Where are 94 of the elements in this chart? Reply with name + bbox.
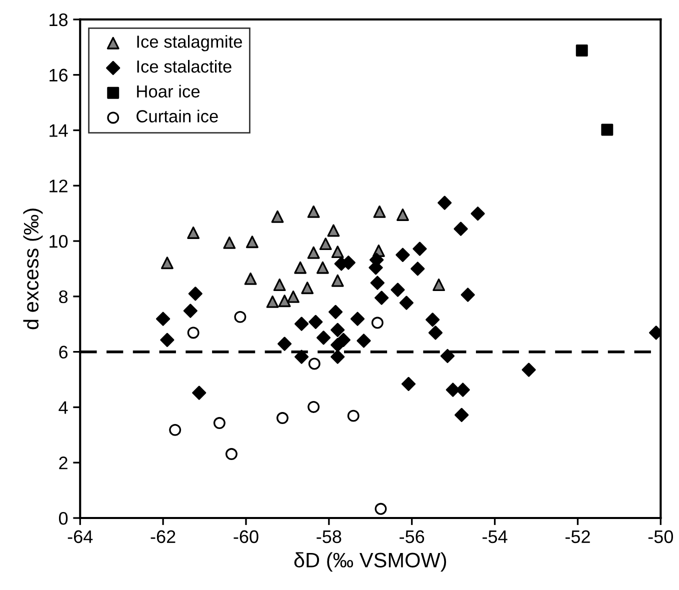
point bbox=[308, 314, 323, 329]
point bbox=[374, 290, 389, 305]
point bbox=[188, 286, 202, 301]
y-tick-label: 6 bbox=[59, 346, 68, 359]
y-tick-label: 10 bbox=[50, 234, 68, 248]
x-tick-label: -52 bbox=[565, 530, 590, 544]
point bbox=[287, 290, 300, 303]
x-tick-label: -62 bbox=[150, 530, 176, 544]
point bbox=[316, 261, 329, 274]
y-tick-label: 8 bbox=[59, 290, 68, 304]
point bbox=[446, 382, 460, 397]
point bbox=[327, 224, 340, 237]
x-tick-label: -56 bbox=[400, 530, 424, 544]
point bbox=[412, 242, 427, 256]
point bbox=[396, 208, 409, 221]
point bbox=[223, 236, 236, 249]
legend-label: Curtain ice bbox=[136, 110, 218, 122]
y-tick-label: 2 bbox=[59, 456, 68, 470]
point bbox=[271, 210, 284, 223]
point bbox=[371, 316, 384, 329]
point bbox=[308, 358, 320, 370]
point bbox=[307, 205, 320, 218]
point bbox=[390, 282, 405, 297]
x-tick-label: -50 bbox=[648, 530, 674, 544]
legend-label: Hoar ice bbox=[137, 84, 200, 98]
x-tick-label: -64 bbox=[68, 530, 93, 544]
point bbox=[234, 310, 246, 323]
point bbox=[266, 295, 279, 308]
point bbox=[330, 322, 345, 337]
point bbox=[460, 288, 475, 302]
y-tick-label: 0 bbox=[58, 512, 68, 525]
y-tick-label: 14 bbox=[50, 124, 68, 137]
point bbox=[301, 282, 314, 294]
point bbox=[426, 312, 440, 327]
point bbox=[330, 350, 345, 364]
point bbox=[294, 261, 307, 274]
point bbox=[576, 44, 588, 56]
point bbox=[454, 222, 468, 236]
point bbox=[307, 246, 320, 259]
point bbox=[244, 272, 257, 285]
y-tick-label: 4 bbox=[58, 401, 68, 414]
point bbox=[432, 278, 446, 292]
point bbox=[440, 348, 455, 364]
legend-label: Ice stalactite bbox=[137, 60, 232, 73]
point bbox=[402, 376, 416, 392]
y-tick-label: 18 bbox=[50, 13, 68, 26]
point bbox=[399, 296, 414, 310]
point bbox=[187, 226, 200, 239]
point bbox=[278, 294, 291, 308]
point bbox=[169, 424, 182, 436]
point bbox=[156, 312, 170, 326]
y-axis-title: d excess (‰) bbox=[23, 208, 43, 330]
point bbox=[213, 417, 226, 430]
point bbox=[438, 196, 452, 210]
y-tick-label: 12 bbox=[50, 180, 68, 192]
legend-label: Ice stalagmite bbox=[137, 35, 242, 52]
x-tick-label: -54 bbox=[482, 530, 508, 544]
point bbox=[246, 236, 258, 248]
point bbox=[331, 246, 344, 258]
point bbox=[331, 274, 344, 287]
point bbox=[278, 336, 292, 351]
point bbox=[456, 382, 470, 397]
point bbox=[316, 330, 331, 345]
point bbox=[160, 332, 174, 347]
point bbox=[396, 248, 410, 262]
point bbox=[294, 316, 309, 331]
point bbox=[410, 262, 425, 276]
point bbox=[522, 362, 536, 377]
point bbox=[347, 410, 360, 422]
point bbox=[470, 206, 485, 221]
y-tick-label: 16 bbox=[50, 68, 68, 82]
point bbox=[225, 448, 238, 460]
point bbox=[370, 276, 384, 290]
point bbox=[336, 332, 350, 347]
point bbox=[160, 256, 174, 270]
point bbox=[187, 326, 200, 339]
point bbox=[601, 124, 614, 136]
point bbox=[328, 304, 343, 319]
x-axis-title: δD (‰ VSMOW) bbox=[294, 552, 446, 572]
point bbox=[350, 312, 365, 326]
x-tick-label: -60 bbox=[234, 530, 258, 544]
point bbox=[319, 238, 332, 250]
point bbox=[192, 386, 206, 400]
point bbox=[308, 400, 320, 413]
point bbox=[374, 502, 387, 515]
point bbox=[276, 412, 288, 424]
point bbox=[454, 408, 469, 422]
point bbox=[428, 326, 443, 340]
x-tick-label: -58 bbox=[316, 530, 342, 544]
point bbox=[373, 205, 386, 218]
point bbox=[183, 304, 198, 318]
point bbox=[294, 350, 309, 364]
point bbox=[356, 334, 371, 348]
point bbox=[273, 278, 286, 292]
